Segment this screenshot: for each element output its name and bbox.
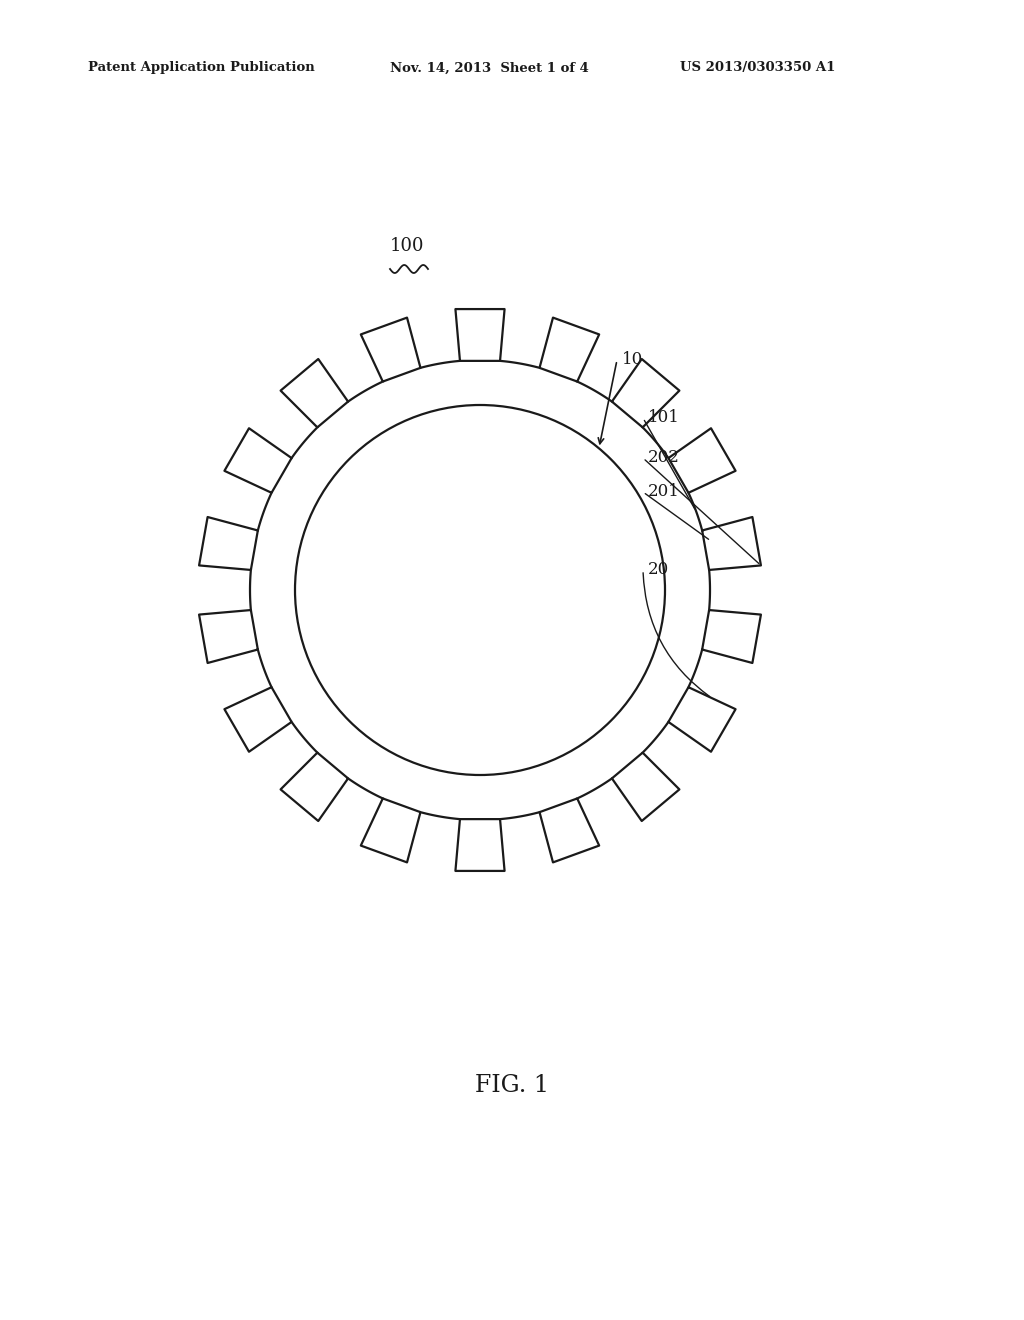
Text: 20: 20 — [648, 561, 670, 578]
Text: FIG. 1: FIG. 1 — [475, 1073, 549, 1097]
Text: Patent Application Publication: Patent Application Publication — [88, 62, 314, 74]
Text: 201: 201 — [648, 483, 680, 500]
Text: 10: 10 — [622, 351, 643, 368]
Text: 101: 101 — [648, 409, 680, 426]
Text: Nov. 14, 2013  Sheet 1 of 4: Nov. 14, 2013 Sheet 1 of 4 — [390, 62, 589, 74]
Text: US 2013/0303350 A1: US 2013/0303350 A1 — [680, 62, 836, 74]
Text: 202: 202 — [648, 450, 680, 466]
Text: 100: 100 — [390, 238, 425, 255]
